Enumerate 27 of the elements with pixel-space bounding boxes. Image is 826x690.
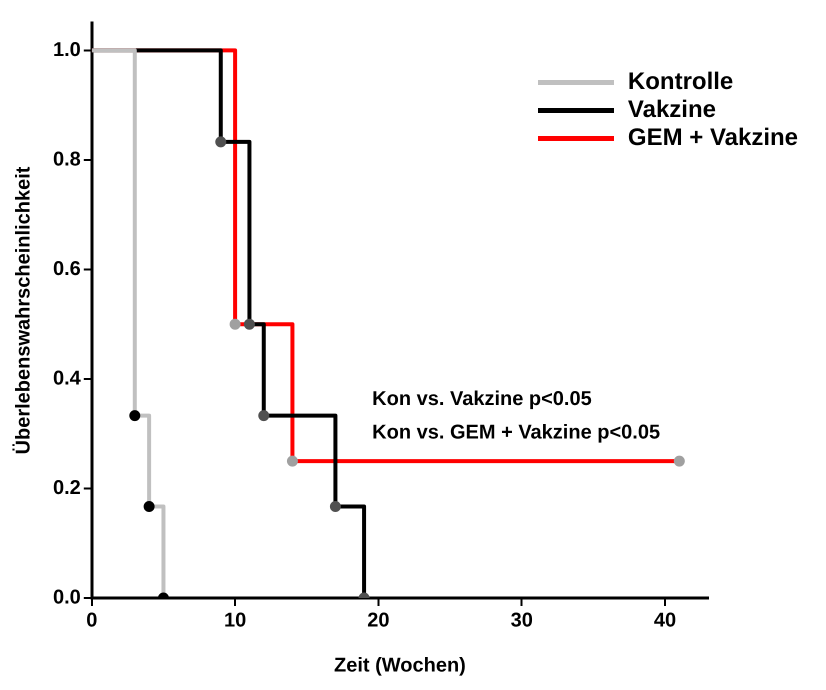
point	[286, 456, 298, 467]
point	[129, 410, 140, 422]
point	[230, 318, 241, 330]
y-tick-label: 0.2	[52, 476, 81, 499]
y-tick-label: 0.6	[52, 258, 81, 280]
x-tick-label: 40	[654, 610, 676, 632]
point	[330, 501, 341, 512]
point	[258, 410, 270, 422]
y-tick-label: 1.0	[52, 38, 81, 61]
point	[244, 318, 255, 330]
x-axis-title: Zeit (Wochen)	[334, 654, 466, 677]
legend-label: Vakzine	[628, 96, 716, 124]
x-tick-label: 30	[510, 610, 533, 632]
annotation: Kon vs. GEM + Vakzine p<0.05	[372, 421, 660, 444]
point	[674, 456, 685, 467]
legend-label: Kontrolle	[628, 68, 734, 96]
x-tick-label: 0	[86, 610, 98, 632]
point	[215, 136, 226, 148]
point	[144, 501, 155, 512]
y-axis-title: Überlebenswahrscheinlichkeit	[12, 166, 35, 454]
y-tick-label: 0.0	[52, 586, 81, 609]
y-tick-label: 0.4	[52, 367, 82, 390]
y-tick-label: 0.8	[52, 148, 81, 170]
x-tick-label: 10	[224, 610, 246, 632]
annotation: Kon vs. Vakzine p<0.05	[372, 388, 592, 410]
x-tick-label: 20	[367, 610, 390, 632]
legend-label: GEM + Vakzine	[628, 124, 798, 152]
